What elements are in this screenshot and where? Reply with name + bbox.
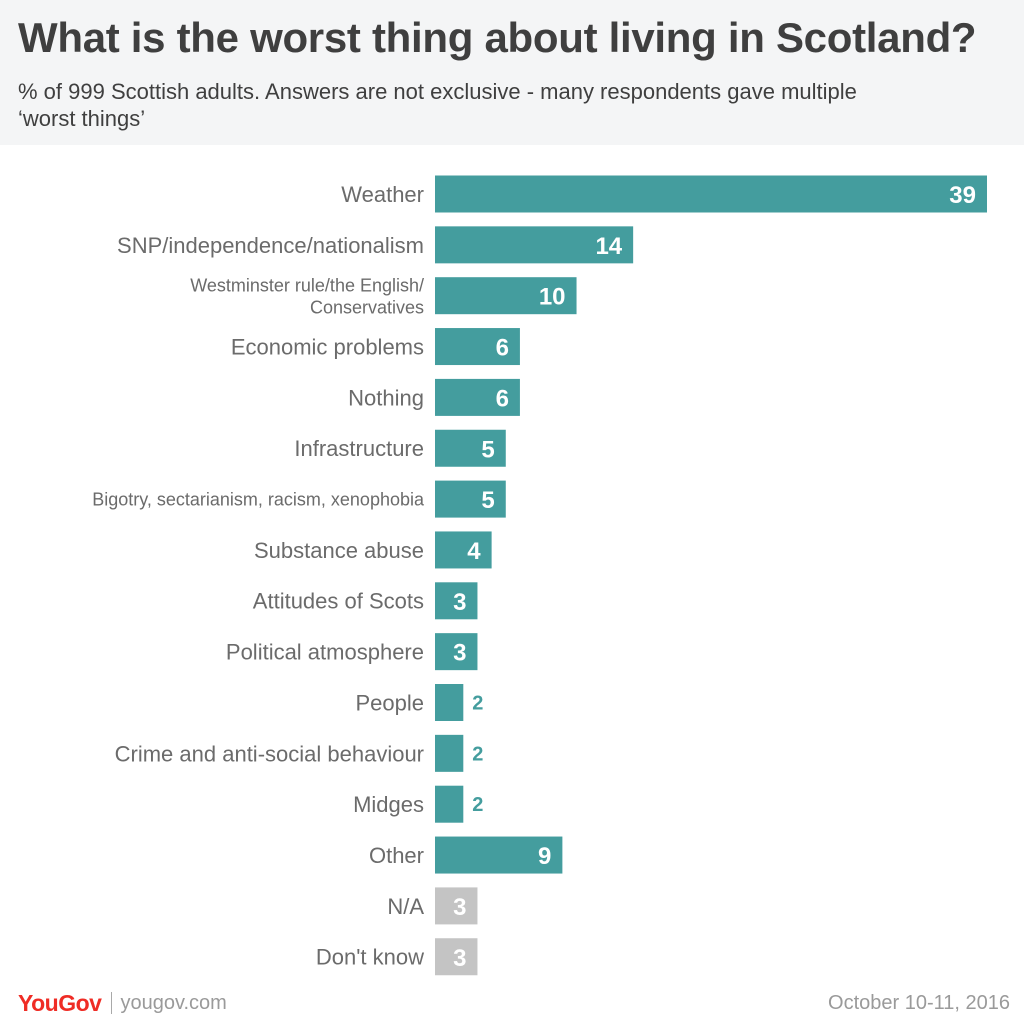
chart-subtitle: % of 999 Scottish adults. Answers are no… (18, 79, 857, 131)
bar (435, 785, 464, 823)
survey-date: October 10-11, 2016 (828, 992, 1010, 1014)
bar (435, 836, 563, 874)
bar (435, 429, 506, 467)
value-label: 6 (496, 385, 509, 412)
category-label: Crime and anti-social behaviour (115, 741, 424, 766)
value-label: 14 (595, 233, 622, 260)
value-label: 2 (472, 794, 483, 816)
value-label: 39 (949, 182, 976, 209)
header: What is the worst thing about living in … (0, 0, 1024, 145)
value-label: 6 (496, 335, 509, 362)
category-label: Infrastructure (294, 436, 424, 461)
chart-title: What is the worst thing about living in … (18, 14, 977, 61)
category-label: Bigotry, sectarianism, racism, xenophobi… (92, 490, 425, 510)
category-label: Westminster rule/the English/Conservativ… (190, 276, 424, 318)
value-label: 10 (539, 284, 566, 311)
value-label: 3 (453, 945, 466, 972)
category-label: N/A (387, 894, 424, 919)
category-label: Substance abuse (254, 538, 424, 563)
footer-brand: YouGov yougov.com (18, 988, 227, 1018)
value-label: 2 (472, 743, 483, 765)
value-label: 5 (481, 436, 494, 463)
bar (435, 480, 506, 518)
value-label: 3 (453, 640, 466, 667)
footer-divider (111, 992, 113, 1014)
value-label: 9 (538, 843, 551, 870)
bar (435, 226, 634, 264)
value-label: 3 (453, 894, 466, 921)
bar (435, 938, 478, 976)
category-label: Political atmosphere (226, 640, 424, 665)
category-label: Don't know (316, 945, 424, 970)
category-label: Other (369, 843, 424, 868)
value-label: 4 (467, 538, 481, 565)
bar (435, 175, 987, 213)
value-label: 5 (481, 487, 494, 514)
category-label: People (355, 690, 424, 715)
bar (435, 633, 478, 671)
bar (435, 378, 520, 416)
category-label: Nothing (348, 385, 424, 410)
bar (435, 887, 478, 925)
category-label: Weather (341, 182, 424, 207)
category-label: SNP/independence/nationalism (117, 233, 424, 258)
bar (435, 582, 478, 620)
bar (435, 531, 492, 569)
bar (435, 734, 464, 772)
value-label: 2 (472, 693, 483, 715)
logo-you: You (18, 989, 59, 1016)
bar (435, 328, 520, 366)
website-link[interactable]: yougov.com (120, 991, 227, 1014)
bar (435, 277, 577, 315)
category-label: Midges (353, 792, 424, 817)
category-label: Economic problems (231, 334, 424, 359)
category-label: Attitudes of Scots (253, 589, 424, 614)
yougov-logo[interactable]: YouGov (18, 989, 102, 1017)
logo-gov: Gov (58, 989, 102, 1016)
bar (435, 684, 464, 721)
value-label: 3 (453, 589, 466, 616)
